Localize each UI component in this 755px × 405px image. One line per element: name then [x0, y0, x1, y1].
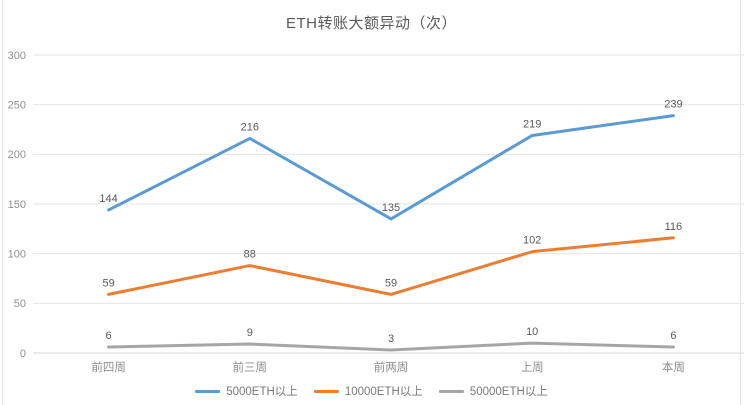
chart-title: ETH转账大额异动（次）: [285, 15, 457, 32]
legend-item-10000eth[interactable]: 10000ETH以上: [313, 383, 423, 399]
data-label: 9: [247, 327, 253, 339]
legend-line-swatch-gray: [438, 389, 464, 393]
data-label: 102: [523, 235, 541, 247]
y-tick-label: 300: [8, 50, 26, 62]
y-tick-label: 200: [8, 149, 26, 161]
data-label: 239: [664, 99, 682, 111]
legend-item-50000eth[interactable]: 50000ETH以上: [438, 383, 548, 399]
x-axis-label: 前两周: [374, 360, 409, 374]
y-tick-label: 0: [20, 348, 26, 360]
data-label: 59: [102, 277, 114, 289]
legend-line-swatch-orange: [313, 389, 339, 393]
data-label: 10: [526, 326, 538, 338]
x-axis-label: 本周: [662, 360, 685, 374]
data-label: 219: [523, 118, 541, 130]
y-tick-label: 100: [8, 249, 26, 261]
series-line-2: [107, 341, 675, 352]
legend: 5000ETH以上 10000ETH以上 50000ETH以上: [3, 383, 740, 399]
data-label: 144: [99, 193, 117, 205]
legend-label: 10000ETH以上: [344, 386, 423, 398]
data-label: 88: [244, 249, 256, 261]
data-label: 59: [385, 277, 397, 289]
y-tick-label: 250: [8, 100, 26, 112]
series-line-1: [107, 236, 675, 296]
data-label: 116: [665, 221, 683, 233]
data-label: 6: [106, 330, 112, 342]
legend-line-swatch-blue: [195, 389, 221, 393]
y-tick-label: 150: [8, 199, 26, 211]
legend-label: 50000ETH以上: [469, 386, 548, 398]
data-label: 135: [382, 202, 400, 214]
legend-item-5000eth[interactable]: 5000ETH以上: [195, 383, 298, 399]
series-line-0: [107, 114, 675, 221]
data-label: 6: [670, 330, 676, 342]
x-axis-label: 上周: [521, 361, 544, 374]
legend-label: 5000ETH以上: [226, 386, 298, 398]
x-axis-label: 前四周: [91, 360, 126, 374]
x-axis-label: 前三周: [233, 360, 268, 374]
line-chart: 0 50 100 150 200 250 300 前四周 前三周 前两周 上周 本周 144 216 135…: [8, 50, 744, 374]
data-label: 216: [241, 121, 259, 133]
data-label: 3: [388, 333, 394, 345]
y-tick-label: 50: [14, 298, 26, 310]
